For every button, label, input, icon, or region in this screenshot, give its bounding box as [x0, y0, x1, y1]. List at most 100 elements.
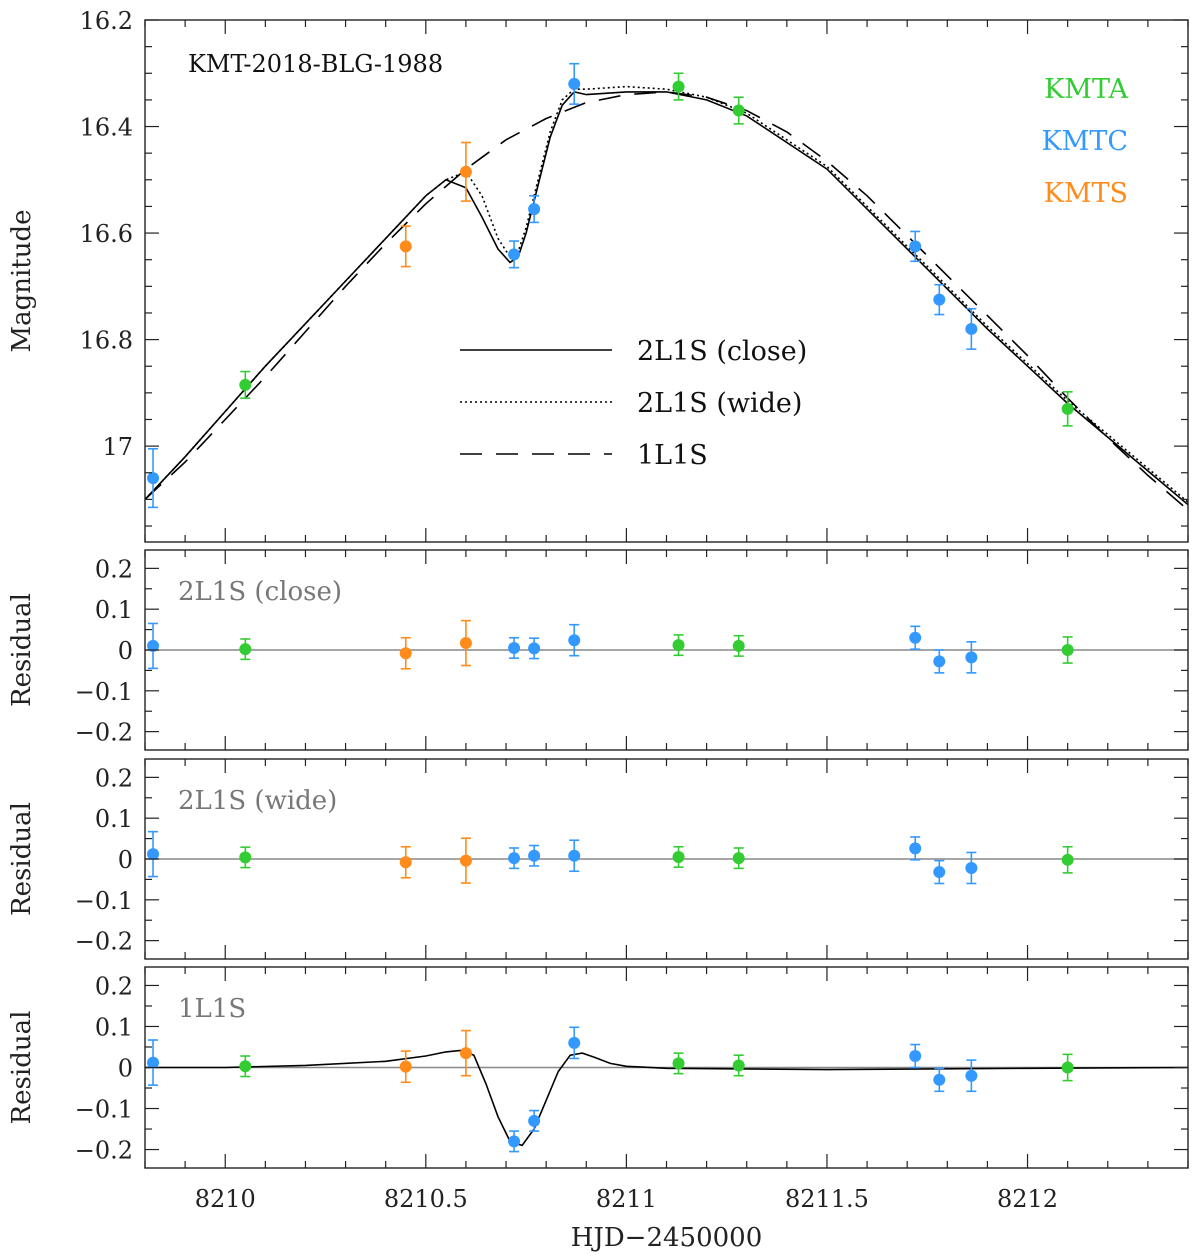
data-point-marker — [568, 77, 581, 90]
data-point-marker — [459, 854, 472, 867]
model-curve-dashed — [145, 91, 1188, 511]
data-point-marker — [239, 1060, 252, 1073]
residual-point-kmtc — [965, 1059, 978, 1093]
y-axis-title: Residual — [7, 593, 37, 707]
y-tick-label: −0.2 — [75, 928, 133, 956]
panel-label: 1L1S — [178, 994, 246, 1024]
data-point-marker — [568, 849, 581, 862]
legend-dataset-kmtc: KMTC — [1042, 126, 1128, 157]
residual-point-kmtc — [909, 836, 922, 861]
data-point-marker — [732, 1059, 745, 1072]
y-tick-label: 0 — [118, 637, 133, 665]
residual-point-kmtc — [933, 649, 946, 674]
residual-point-kmts — [459, 837, 472, 884]
legend-dataset-kmts: KMTS — [1044, 178, 1128, 209]
residual-point-kmtc — [909, 625, 922, 650]
x-tick-label: 8212 — [997, 1185, 1058, 1213]
residual-point-kmtc — [147, 830, 160, 878]
y-tick-label: 0 — [118, 846, 133, 874]
residual-point-kmtc — [568, 623, 581, 657]
y-tick-label: 16.2 — [80, 7, 133, 35]
data-point-marker — [399, 647, 412, 660]
data-point-marker — [933, 293, 946, 306]
legend-label-dotted: 2L1S (wide) — [637, 388, 802, 419]
y-tick-label: 16.8 — [80, 327, 133, 355]
y-tick-label: 0.2 — [95, 764, 133, 792]
residual-panel-1l1s: 0.2 0.1 0 −0.1 −0.2 1L1S Residual — [7, 966, 1189, 1169]
data-point-marker — [528, 1114, 541, 1127]
y-tick-label: 16.4 — [80, 114, 133, 142]
residual-panel-close: 0.2 0.1 0 −0.1 −0.2 2L1S (close) Residual — [7, 549, 1189, 751]
x-tick-label: 8211.5 — [785, 1185, 869, 1213]
y-tick-label: 0.1 — [95, 1013, 133, 1041]
x-tick-label: 8210.5 — [384, 1185, 468, 1213]
data-point-marker — [909, 240, 922, 253]
residual-point-kmtc — [933, 859, 946, 885]
data-point-marker — [672, 1057, 685, 1070]
data-point-marker — [909, 631, 922, 644]
data-point-marker — [909, 842, 922, 855]
y-tick-label: 16.6 — [80, 220, 133, 248]
residual-point-kmta — [732, 847, 745, 870]
data-point-marker — [147, 639, 160, 652]
data-point-marker — [528, 203, 541, 216]
residual-point-kmtc — [508, 847, 521, 870]
data-point-kmts — [399, 225, 412, 268]
residual-panel-wide: 0.2 0.1 0 −0.1 −0.2 2L1S (wide) Residual — [7, 758, 1189, 960]
y-tick-label: −0.1 — [75, 1096, 133, 1124]
data-point-kmtc — [147, 447, 160, 509]
y-tick-label: 0.1 — [95, 596, 133, 624]
data-point-marker — [1061, 853, 1074, 866]
data-point-marker — [459, 637, 472, 650]
residual-point-kmta — [672, 634, 685, 657]
residual-point-kmtc — [933, 1067, 946, 1093]
data-point-marker — [672, 80, 685, 93]
data-point-marker — [933, 866, 946, 879]
data-point-marker — [528, 849, 541, 862]
data-point-kmta — [672, 72, 685, 101]
residual-point-kmta — [1061, 1053, 1074, 1082]
legend-dataset-kmta: KMTA — [1044, 74, 1128, 105]
residual-point-kmts — [399, 845, 412, 879]
residual-point-kmta — [1061, 845, 1074, 874]
model-curve-dotted — [145, 85, 1188, 503]
data-point-marker — [147, 472, 160, 485]
data-point-marker — [459, 1047, 472, 1060]
residual-point-kmts — [459, 619, 472, 667]
data-point-marker — [508, 852, 521, 865]
x-tick-label: 8210 — [195, 1185, 256, 1213]
data-point-marker — [508, 248, 521, 261]
y-tick-label: 0.1 — [95, 805, 133, 833]
data-point-marker — [933, 1073, 946, 1086]
data-point-marker — [732, 639, 745, 652]
y-tick-label: −0.2 — [75, 719, 133, 747]
data-point-marker — [399, 856, 412, 869]
data-point-kmtc — [508, 240, 521, 269]
residual-point-kmtc — [528, 1109, 541, 1132]
residual-point-kmta — [239, 846, 252, 869]
data-point-marker — [1061, 644, 1074, 656]
data-point-marker — [672, 639, 685, 652]
residual-model-curve — [145, 1049, 1189, 1147]
y-tick-label: 0.2 — [95, 555, 133, 583]
residual-point-kmta — [672, 845, 685, 868]
data-point-marker — [508, 641, 521, 654]
data-point-kmtc — [909, 230, 922, 263]
data-point-marker — [568, 1036, 581, 1049]
y-axis-title: Residual — [7, 802, 37, 916]
legend-label-solid: 2L1S (close) — [637, 336, 807, 367]
residual-point-kmts — [399, 636, 412, 670]
residual-point-kmtc — [965, 641, 978, 674]
data-point-marker — [568, 634, 581, 647]
data-point-marker — [147, 848, 160, 861]
x-axis-labels: 8210 8210.5 8211 8211.5 8212 HJD−2450000 — [195, 1185, 1058, 1253]
residual-point-kmta — [1061, 636, 1074, 664]
data-point-marker — [732, 852, 745, 865]
y-tick-label: 0 — [118, 1055, 133, 1083]
data-point-marker — [399, 1060, 412, 1073]
residual-point-kmtc — [568, 1026, 581, 1060]
residual-point-kmtc — [965, 851, 978, 885]
magnitude-panel: 16.2 16.4 16.6 16.8 17 Magnitude KMT-2018-BLG-… — [7, 7, 1189, 543]
residual-point-kmtc — [528, 637, 541, 660]
